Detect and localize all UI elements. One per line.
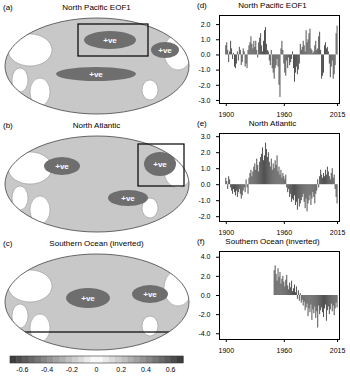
svg-text:4.0: 4.0 xyxy=(201,253,211,260)
svg-text:0.6: 0.6 xyxy=(166,366,176,373)
svg-text:2.0: 2.0 xyxy=(201,21,211,28)
svg-text:-3.0: -3.0 xyxy=(198,97,210,104)
svg-text:1960: 1960 xyxy=(277,111,293,118)
svg-text:1960: 1960 xyxy=(277,347,293,354)
svg-text:1900: 1900 xyxy=(218,229,234,236)
svg-text:-2.0: -2.0 xyxy=(198,82,210,89)
html-text:North Atlantic: North Atlantic xyxy=(248,119,297,128)
svg-text:(b): (b) xyxy=(3,121,13,130)
svg-text:0: 0 xyxy=(95,366,99,373)
svg-text:2.0: 2.0 xyxy=(201,273,211,280)
html-text:Southern Ocean (inverted): Southern Ocean (inverted) xyxy=(225,237,320,246)
svg-text:(c): (c) xyxy=(3,239,13,248)
svg-text:-2.0: -2.0 xyxy=(198,311,210,318)
html-text:(d): (d) xyxy=(197,1,207,10)
svg-text:+ve: +ve xyxy=(121,194,135,203)
svg-text:North Pacific EOF1: North Pacific EOF1 xyxy=(62,3,131,12)
svg-text:-1.0: -1.0 xyxy=(198,66,210,73)
svg-text:+ve: +ve xyxy=(55,162,69,171)
svg-text:0.0: 0.0 xyxy=(201,51,211,58)
svg-text:1900: 1900 xyxy=(218,111,234,118)
svg-text:-1.0: -1.0 xyxy=(198,197,210,204)
svg-text:+ve: +ve xyxy=(153,160,167,169)
svg-text:1.0: 1.0 xyxy=(201,165,211,172)
html-text:(e): (e) xyxy=(197,119,207,128)
svg-text:1960: 1960 xyxy=(277,229,293,236)
svg-text:-2.0: -2.0 xyxy=(198,213,210,220)
svg-text:2.0: 2.0 xyxy=(201,149,211,156)
svg-text:-0.2: -0.2 xyxy=(66,366,78,373)
svg-text:2015: 2015 xyxy=(330,229,346,236)
svg-text:2015: 2015 xyxy=(330,347,346,354)
svg-text:+ve: +ve xyxy=(158,46,172,55)
html-text:(f): (f) xyxy=(197,237,205,246)
svg-text:Southern Ocean (inverted): Southern Ocean (inverted) xyxy=(49,239,144,248)
svg-text:1900: 1900 xyxy=(218,347,234,354)
svg-text:0.0: 0.0 xyxy=(201,292,211,299)
svg-text:(a): (a) xyxy=(3,3,13,12)
svg-text:1.0: 1.0 xyxy=(201,36,211,43)
svg-text:+ve: +ve xyxy=(89,70,103,79)
svg-text:-0.4: -0.4 xyxy=(41,366,53,373)
svg-text:+ve: +ve xyxy=(81,294,95,303)
svg-text:3.0: 3.0 xyxy=(201,133,211,140)
svg-text:-4.0: -4.0 xyxy=(198,330,210,337)
svg-text:+ve: +ve xyxy=(103,36,117,45)
svg-text:North Atlantic: North Atlantic xyxy=(73,121,121,130)
svg-text:0.0: 0.0 xyxy=(201,181,211,188)
html-text:North Pacific EOF1: North Pacific EOF1 xyxy=(238,1,307,10)
svg-text:-0.6: -0.6 xyxy=(16,366,28,373)
svg-text:0.2: 0.2 xyxy=(116,366,126,373)
svg-text:+ve: +ve xyxy=(143,290,157,299)
svg-text:2015: 2015 xyxy=(330,111,346,118)
svg-text:0.4: 0.4 xyxy=(141,366,151,373)
